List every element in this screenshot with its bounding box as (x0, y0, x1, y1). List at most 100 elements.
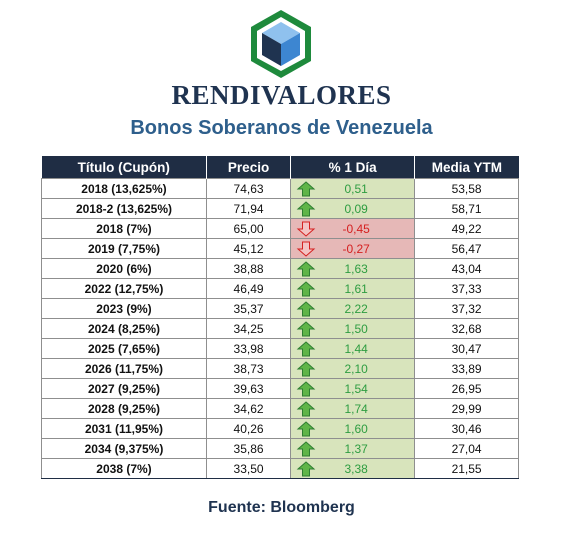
bond-change: 1,50 (344, 321, 368, 336)
bond-ytm: 53,58 (414, 178, 519, 199)
header-price: Precio (206, 156, 292, 179)
bond-ytm: 27,04 (414, 438, 519, 459)
bond-change-cell: -0,45 (290, 218, 416, 239)
bond-price: 34,62 (205, 398, 292, 419)
arrow-up-icon (296, 280, 316, 297)
table-row: 2034 (9,375%) 35,86 1,37 27,04 (41, 438, 519, 459)
arrow-up-icon (296, 260, 316, 277)
arrow-up-icon (296, 440, 316, 457)
arrow-up-icon (296, 200, 316, 217)
source-note: Fuente: Bloomberg (208, 499, 355, 516)
bond-price: 38,88 (205, 258, 292, 279)
bond-ytm: 43,04 (414, 258, 519, 279)
bond-title: 2018-2 (13,625%) (41, 198, 207, 219)
bond-change: 1,74 (344, 401, 368, 416)
bond-change: 1,54 (344, 381, 368, 396)
bond-title: 2025 (7,65%) (41, 338, 207, 359)
bond-change-cell: 1,37 (290, 438, 416, 459)
page-title: Bonos Soberanos de Venezuela (130, 117, 433, 139)
bond-change-cell: 0,09 (290, 198, 416, 219)
arrow-up-icon (296, 380, 316, 397)
bond-title: 2020 (6%) (41, 258, 207, 279)
arrow-up-icon (296, 460, 316, 477)
bond-change-cell: 1,54 (290, 378, 416, 399)
table-row: 2020 (6%) 38,88 1,63 43,04 (41, 258, 519, 279)
bond-price: 35,37 (205, 298, 292, 319)
bond-title: 2026 (11,75%) (41, 358, 207, 379)
table-row: 2018-2 (13,625%) 71,94 0,09 58,71 (41, 198, 519, 219)
bond-price: 74,63 (205, 178, 292, 199)
bond-price: 71,94 (205, 198, 292, 219)
bond-change-cell: 1,74 (290, 398, 416, 419)
header-title: Título (Cupón) (41, 156, 207, 179)
arrow-up-icon (296, 360, 316, 377)
arrow-up-icon (296, 400, 316, 417)
bond-ytm: 37,32 (414, 298, 519, 319)
bond-ytm: 29,99 (414, 398, 519, 419)
brand-name: RENDIVALORES (171, 80, 392, 110)
bond-change: 3,38 (344, 461, 368, 476)
bond-price: 40,26 (205, 418, 292, 439)
bond-price: 46,49 (205, 278, 292, 299)
bond-ytm: 37,33 (414, 278, 519, 299)
table-row: 2023 (9%) 35,37 2,22 37,32 (41, 298, 519, 319)
table-row: 2031 (11,95%) 40,26 1,60 30,46 (41, 418, 519, 439)
bond-change-cell: 1,61 (290, 278, 416, 299)
bond-change-cell: 2,22 (290, 298, 416, 319)
header-change: % 1 Día (290, 156, 416, 179)
bond-price: 34,25 (205, 318, 292, 339)
bond-change-cell: 0,51 (290, 178, 416, 199)
bond-price: 38,73 (205, 358, 292, 379)
bond-change: 0,51 (344, 181, 368, 196)
bond-title: 2038 (7%) (41, 458, 207, 479)
table-row: 2025 (7,65%) 33,98 1,44 30,47 (41, 338, 519, 359)
bond-change: 1,63 (344, 261, 368, 276)
bond-change: 0,09 (344, 201, 368, 216)
bond-ytm: 49,22 (414, 218, 519, 239)
arrow-up-icon (296, 340, 316, 357)
bond-change: 1,61 (344, 281, 368, 296)
bond-title: 2028 (9,25%) (41, 398, 207, 419)
table-row: 2027 (9,25%) 39,63 1,54 26,95 (41, 378, 519, 399)
bond-title: 2022 (12,75%) (41, 278, 207, 299)
bond-title: 2034 (9,375%) (41, 438, 207, 459)
bond-change: -0,45 (342, 221, 370, 236)
bond-ytm: 33,89 (414, 358, 519, 379)
bond-ytm: 58,71 (414, 198, 519, 219)
table-row: 2026 (11,75%) 38,73 2,10 33,89 (41, 358, 519, 379)
bond-ytm: 32,68 (414, 318, 519, 339)
table-row: 2038 (7%) 33,50 3,38 21,55 (41, 458, 519, 479)
bond-ytm: 30,46 (414, 418, 519, 439)
bond-change: 2,22 (344, 301, 368, 316)
bond-title: 2023 (9%) (41, 298, 207, 319)
bond-change: 1,60 (344, 421, 368, 436)
arrow-up-icon (296, 420, 316, 437)
rendivalores-logo (251, 10, 311, 78)
arrow-up-icon (296, 180, 316, 197)
bond-price: 45,12 (205, 238, 292, 259)
bond-change-cell: 1,63 (290, 258, 416, 279)
arrow-up-icon (296, 300, 316, 317)
table-row: 2019 (7,75%) 45,12 -0,27 56,47 (41, 238, 519, 259)
bond-ytm: 26,95 (414, 378, 519, 399)
bonds-table: Título (Cupón) Precio % 1 Día Media YTM … (41, 156, 519, 479)
bond-change-cell: 2,10 (290, 358, 416, 379)
bond-change: 2,10 (344, 361, 368, 376)
table-row: 2018 (13,625%) 74,63 0,51 53,58 (41, 178, 519, 199)
table-row: 2028 (9,25%) 34,62 1,74 29,99 (41, 398, 519, 419)
bond-change: 1,44 (344, 341, 368, 356)
bond-price: 65,00 (205, 218, 292, 239)
bond-ytm: 21,55 (414, 458, 519, 479)
bond-change-cell: 1,44 (290, 338, 416, 359)
header-ytm: Media YTM (414, 156, 519, 179)
table-header-row: Título (Cupón) Precio % 1 Día Media YTM (41, 156, 519, 179)
bond-title: 2018 (7%) (41, 218, 207, 239)
bond-title: 2031 (11,95%) (41, 418, 207, 439)
bond-change: 1,37 (344, 441, 368, 456)
bond-price: 35,86 (205, 438, 292, 459)
bond-change-cell: -0,27 (290, 238, 416, 259)
table-row: 2022 (12,75%) 46,49 1,61 37,33 (41, 278, 519, 299)
arrow-down-icon (296, 221, 316, 237)
bond-title: 2018 (13,625%) (41, 178, 207, 199)
